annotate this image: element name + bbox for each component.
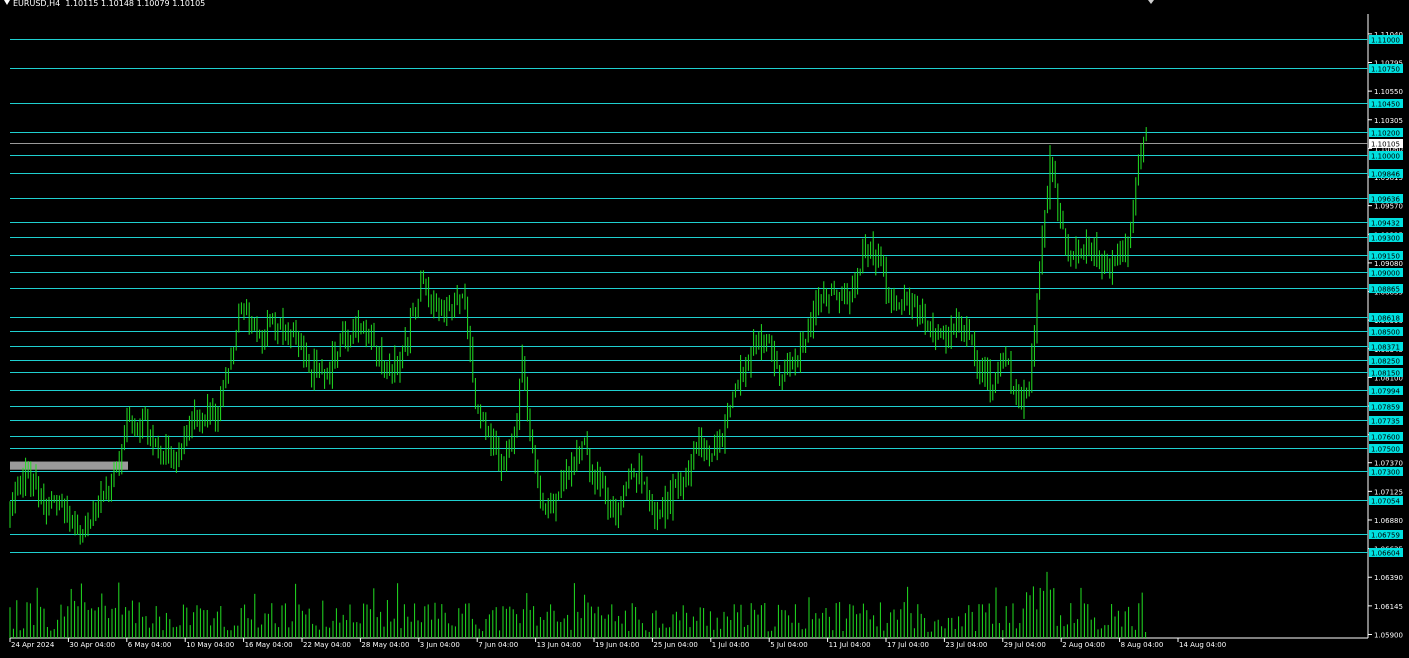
level-label: 1.07859 [1371,404,1400,412]
price-tick-label: 1.06880 [1374,517,1403,525]
price-tick-label: 1.10550 [1374,88,1403,96]
level-label: 1.10450 [1371,101,1400,109]
time-tick-label: 16 May 04:00 [245,641,293,649]
time-tick-label: 13 Jun 04:00 [537,641,581,649]
level-label: 1.06759 [1371,532,1400,540]
level-label: 1.09000 [1371,270,1400,278]
bid-price-label: 1.10105 [1371,141,1400,149]
level-label-bg [1369,268,1403,277]
time-tick-label: 30 Apr 04:00 [69,641,115,649]
level-label-bg [1369,368,1403,377]
level-label-bg [1369,386,1403,395]
level-label-bg [1369,218,1403,227]
level-label: 1.11000 [1371,37,1400,45]
price-tick-label: 1.06145 [1374,603,1403,611]
level-label: 1.07994 [1371,388,1400,396]
level-label: 1.08500 [1371,329,1400,337]
level-label-bg [1369,64,1403,73]
level-label: 1.09846 [1371,171,1400,179]
price-tick-label: 1.05900 [1374,631,1403,639]
symbol-timeframe: EURUSD,H4 [13,0,61,8]
level-label: 1.08865 [1371,286,1400,294]
price-tick-label: 1.11040 [1374,31,1403,39]
level-label-bg [1369,342,1403,351]
time-tick-label: 2 Aug 04:00 [1062,641,1105,649]
time-tick-label: 25 Jun 04:00 [653,641,697,649]
price-tick-label: 1.10060 [1374,145,1403,153]
level-label-bg [1369,251,1403,260]
price-tick-label: 1.09570 [1374,203,1403,211]
level-label-bg [1369,496,1403,505]
dropdown-arrow-icon[interactable] [4,0,10,5]
supply-demand-zone[interactable] [10,461,128,470]
level-label-bg [1369,467,1403,476]
level-label: 1.07300 [1371,469,1400,477]
level-label-bg [1369,356,1403,365]
level-label: 1.07600 [1371,434,1400,442]
level-label: 1.08618 [1371,315,1400,323]
ohlc-readout: 1.10115 1.10148 1.10079 1.10105 [65,0,206,8]
time-tick-label: 29 Jul 04:00 [1004,641,1046,649]
time-tick-label: 24 Apr 2024 [11,641,55,649]
time-tick-label: 8 Aug 04:00 [1121,641,1164,649]
level-label: 1.08250 [1371,358,1400,366]
level-label: 1.09300 [1371,235,1400,243]
level-label-bg [1369,327,1403,336]
level-label: 1.08150 [1371,370,1400,378]
level-label-bg [1369,284,1403,293]
level-label-bg [1369,35,1403,44]
level-label-bg [1369,530,1403,539]
level-label-bg [1369,416,1403,425]
time-tick-label: 17 Jul 04:00 [887,641,929,649]
level-label-bg [1369,432,1403,441]
bid-price-label-bg [1369,139,1403,148]
price-tick-label: 1.07125 [1374,488,1403,496]
time-tick-label: 11 Jul 04:00 [829,641,871,649]
price-tick-label: 1.10795 [1374,59,1403,67]
level-label-bg [1369,99,1403,108]
level-label: 1.09636 [1371,196,1400,204]
level-label: 1.07054 [1371,498,1400,506]
time-tick-label: 6 May 04:00 [128,641,172,649]
price-tick-label: 1.08100 [1374,374,1403,382]
level-label: 1.07500 [1371,446,1400,454]
level-label: 1.09150 [1371,253,1400,261]
time-tick-label: 10 May 04:00 [186,641,234,649]
level-label: 1.10200 [1371,130,1400,138]
level-label: 1.07735 [1371,418,1400,426]
time-tick-label: 22 May 04:00 [303,641,351,649]
time-tick-label: 3 Jun 04:00 [420,641,460,649]
level-label-bg [1369,444,1403,453]
level-label-bg [1369,548,1403,557]
chart-title: EURUSD,H4 1.10115 1.10148 1.10079 1.1010… [4,0,205,8]
price-tick-label: 1.09080 [1374,260,1403,268]
time-tick-label: 14 Aug 04:00 [1179,641,1226,649]
time-tick-label: 23 Jul 04:00 [945,641,987,649]
chart-shift-marker-icon[interactable] [1148,0,1154,4]
price-tick-label: 1.09815 [1374,174,1403,182]
level-label-bg [1369,313,1403,322]
time-tick-label: 5 Jul 04:00 [770,641,808,649]
level-label: 1.10000 [1371,153,1400,161]
price-tick-label: 1.06390 [1374,574,1403,582]
time-tick-label: 19 Jun 04:00 [595,641,639,649]
level-label: 1.10750 [1371,66,1400,74]
level-label: 1.09432 [1371,220,1400,228]
level-label-bg [1369,194,1403,203]
level-label-bg [1369,169,1403,178]
level-label-bg [1369,128,1403,137]
level-label-bg [1369,151,1403,160]
price-tick-label: 1.10305 [1374,117,1403,125]
time-tick-label: 7 Jun 04:00 [478,641,518,649]
level-label: 1.06604 [1371,550,1400,558]
level-label-bg [1369,233,1403,242]
time-tick-label: 28 May 04:00 [361,641,409,649]
level-label-bg [1369,402,1403,411]
time-tick-label: 1 Jul 04:00 [712,641,750,649]
level-label: 1.08371 [1371,344,1400,352]
price-tick-label: 1.07370 [1374,460,1403,468]
